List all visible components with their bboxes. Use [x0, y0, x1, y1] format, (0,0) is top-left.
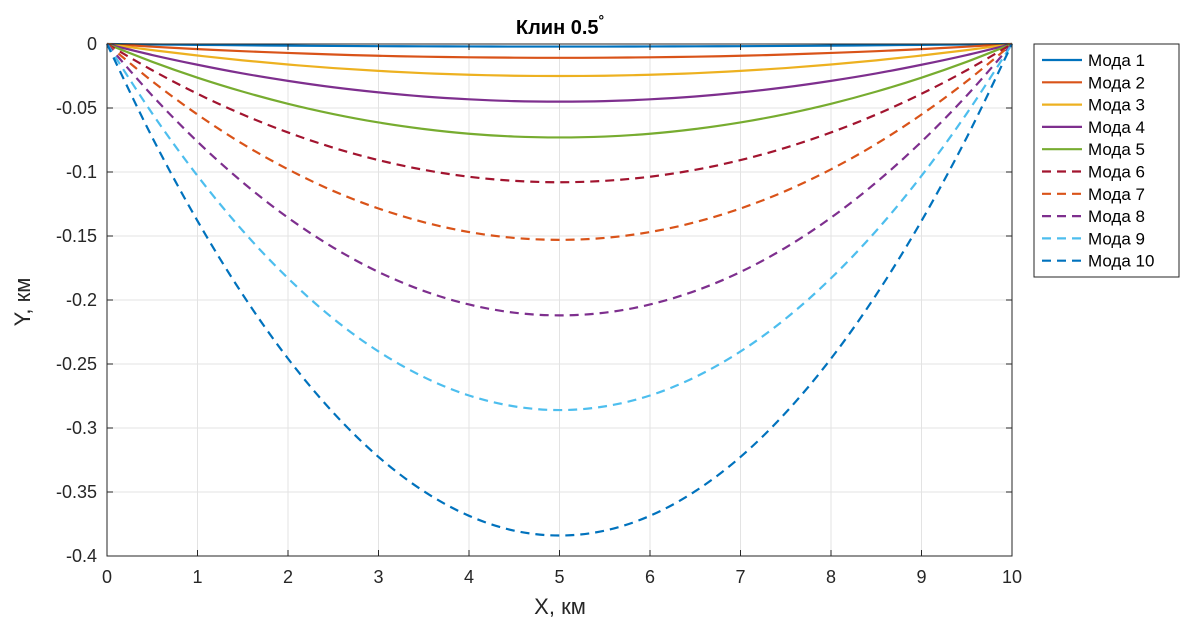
x-tick-label: 0: [102, 567, 112, 587]
series-line-6: [106, 43, 1013, 184]
legend-label: Мода 5: [1088, 140, 1145, 159]
y-tick-label: -0.2: [66, 290, 97, 310]
y-tick-label: -0.4: [66, 546, 97, 566]
x-tick-label: 3: [373, 567, 383, 587]
y-axis-ticks: 0 -0.05 -0.1 -0.15 -0.2 -0.25 -0.3 -0.35 -0.4: [56, 34, 1012, 566]
legend-label: Мода 6: [1088, 163, 1145, 182]
legend: Мода 1 Мода 2 Мода 3 Мода 4 Мода 5 Мода 6 Мода…: [1033, 43, 1180, 278]
legend-label: Мода 1: [1088, 51, 1145, 70]
x-tick-label: 2: [283, 567, 293, 587]
series-layer: [106, 42, 1013, 537]
x-tick-label: 5: [554, 567, 564, 587]
legend-label: Мода 2: [1088, 73, 1145, 92]
y-tick-label: -0.35: [56, 482, 97, 502]
legend-label: Мода 4: [1088, 118, 1145, 137]
legend-label: Мода 7: [1088, 185, 1145, 204]
x-tick-label: 8: [826, 567, 836, 587]
y-tick-label: -0.3: [66, 418, 97, 438]
y-tick-label: -0.25: [56, 354, 97, 374]
x-tick-label: 4: [464, 567, 474, 587]
x-tick-label: 10: [1002, 567, 1022, 587]
chart-title: Клин 0.5°: [516, 12, 604, 39]
chart-title-text: Клин 0.5: [516, 17, 599, 39]
legend-label: Мода 3: [1088, 96, 1145, 115]
series-line-5: [106, 42, 1013, 139]
series-line-4: [106, 42, 1013, 103]
legend-label: Мода 10: [1088, 252, 1154, 271]
series-line-9: [106, 43, 1013, 412]
y-axis-label: Y, км: [10, 278, 35, 327]
x-axis-label: X, км: [534, 594, 586, 619]
x-axis-ticks: 0 1 2 3 4 5 6 7 8 9 10: [102, 44, 1022, 587]
x-tick-label: 6: [645, 567, 655, 587]
x-tick-label: 1: [192, 567, 202, 587]
series-line-3: [106, 42, 1013, 78]
legend-label: Мода 9: [1088, 229, 1145, 248]
series-line-2: [106, 42, 1013, 59]
chart-title-degree: °: [599, 12, 605, 28]
y-tick-label: -0.15: [56, 226, 97, 246]
x-tick-label: 7: [735, 567, 745, 587]
series-line-10: [106, 43, 1013, 537]
series-line-8: [106, 43, 1013, 317]
legend-label: Мода 8: [1088, 207, 1145, 226]
y-tick-label: 0: [87, 34, 97, 54]
x-tick-label: 9: [916, 567, 926, 587]
series-line-7: [106, 43, 1013, 241]
y-tick-label: -0.1: [66, 162, 97, 182]
y-tick-label: -0.05: [56, 98, 97, 118]
